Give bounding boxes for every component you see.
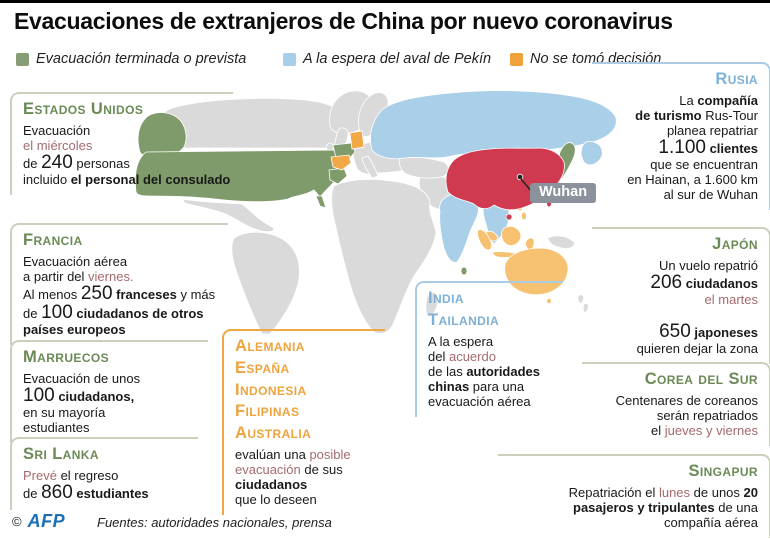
country-block-sri-lanka: Sri Lanka Prevé el regreso de 860 estudi… (10, 437, 198, 510)
map-sri-lanka (460, 266, 468, 276)
page-title: Evacuaciones de extranjeros de China por… (14, 8, 673, 34)
map-florida (315, 195, 327, 209)
map-africa (331, 178, 437, 334)
country-block-francia: Francia Evacuación aérea a partir del vi… (10, 223, 228, 345)
afp-logo: AFP (27, 511, 66, 531)
block-title-marruecos: Marruecos (23, 348, 110, 366)
country-block-singapur: Singapur Repatriación el lunes de unos 2… (498, 454, 770, 538)
legend-swatch-orange (510, 52, 523, 66)
block-title-corea-del-sur: Corea del Sur (644, 370, 758, 388)
legend-item-espera: A la espera del aval de Pekín (283, 51, 491, 67)
map-new-zealand (577, 294, 589, 313)
wuhan-dot (516, 173, 524, 181)
block-title-japon: Japón (712, 235, 758, 253)
country-block-marruecos: Marruecos Evacuación de unos 100 ciudada… (10, 340, 208, 443)
block-text-india-tailandia: A la espera del acuerdo de las autoridad… (428, 333, 540, 409)
map-madagascar (425, 292, 439, 317)
block-title-rusia: Rusia (715, 70, 758, 88)
block-title-grupo-sin-decision: Alemania España Indonesia Filipinas Aust… (235, 337, 312, 443)
block-text-corea-del-sur: Centenares de coreanos serán repatriados… (615, 392, 758, 438)
copyright-symbol: © (12, 514, 22, 529)
sources-note: Fuentes: autoridades nacionales, prensa (97, 515, 332, 530)
map-new-guinea (547, 235, 575, 249)
legend-label: Evacuación terminada o prevista (36, 51, 247, 67)
legend-label: A la espera del aval de Pekín (303, 51, 492, 67)
country-block-india-tailandia: India Tailandia A la espera del acuerdo … (415, 281, 563, 417)
block-text-japon: Un vuelo repatrió 206 ciudadanos el mart… (636, 257, 758, 356)
map-italy (361, 155, 379, 179)
block-title-francia: Francia (23, 231, 83, 249)
map-spain (330, 154, 352, 171)
map-australia (504, 247, 569, 296)
map-south-america (231, 231, 300, 335)
block-title-estados-unidos: Estados Unidos (23, 100, 144, 118)
block-text-francia: Evacuación aérea a partir del viernes. A… (23, 253, 216, 337)
map-germany (349, 130, 365, 150)
block-text-grupo-sin-decision: evalúan una posible evacuación de sus ci… (235, 446, 351, 508)
country-block-rusia: Rusia La compañía de turismo Rus-Tour pl… (592, 62, 770, 211)
map-sumatra (477, 229, 493, 251)
legend-swatch-green (16, 52, 29, 66)
country-block-japon: Japón Un vuelo repatrió 206 ciudadanos e… (592, 227, 770, 365)
map-central-asia (398, 156, 449, 179)
block-text-singapur: Repatriación el lunes de unos 20 pasajer… (568, 484, 758, 530)
block-text-sri-lanka: Prevé el regreso de 860 estudiantes (23, 467, 149, 503)
block-text-marruecos: Evacuación de unos 100 ciudadanos, en su… (23, 370, 141, 435)
block-title-singapur: Singapur (688, 462, 758, 480)
top-rule (0, 0, 770, 3)
map-scandinavia (358, 92, 389, 137)
country-block-alemania-espana-indonesia-filipinas-australia: Alemania España Indonesia Filipinas Aust… (222, 329, 385, 516)
country-block-estados-unidos: Estados Unidos Evacuación el miércoles d… (10, 92, 233, 195)
country-block-corea-del-sur: Corea del Sur Centenares de coreanos ser… (582, 362, 770, 446)
map-hainan (505, 213, 513, 221)
map-tasmania (546, 298, 552, 304)
map-russia-far-east (580, 141, 603, 166)
block-text-rusia: La compañía de turismo Rus-Tour planea r… (627, 92, 758, 203)
block-title-india-tailandia: India Tailandia (428, 289, 500, 329)
legend-item-terminada: Evacuación terminada o prevista (16, 51, 246, 67)
map-mexico-central-america (181, 198, 275, 233)
map-india (439, 193, 479, 263)
legend-swatch-blue (283, 52, 296, 66)
footer: © AFP (12, 511, 65, 532)
map-borneo (501, 226, 522, 246)
block-text-estados-unidos: Evacuación el miércoles de 240 personas … (23, 122, 231, 187)
map-philippines-south (521, 211, 527, 221)
map-russia (370, 90, 617, 160)
block-title-sri-lanka: Sri Lanka (23, 445, 99, 463)
wuhan-label: Wuhan (530, 183, 597, 203)
